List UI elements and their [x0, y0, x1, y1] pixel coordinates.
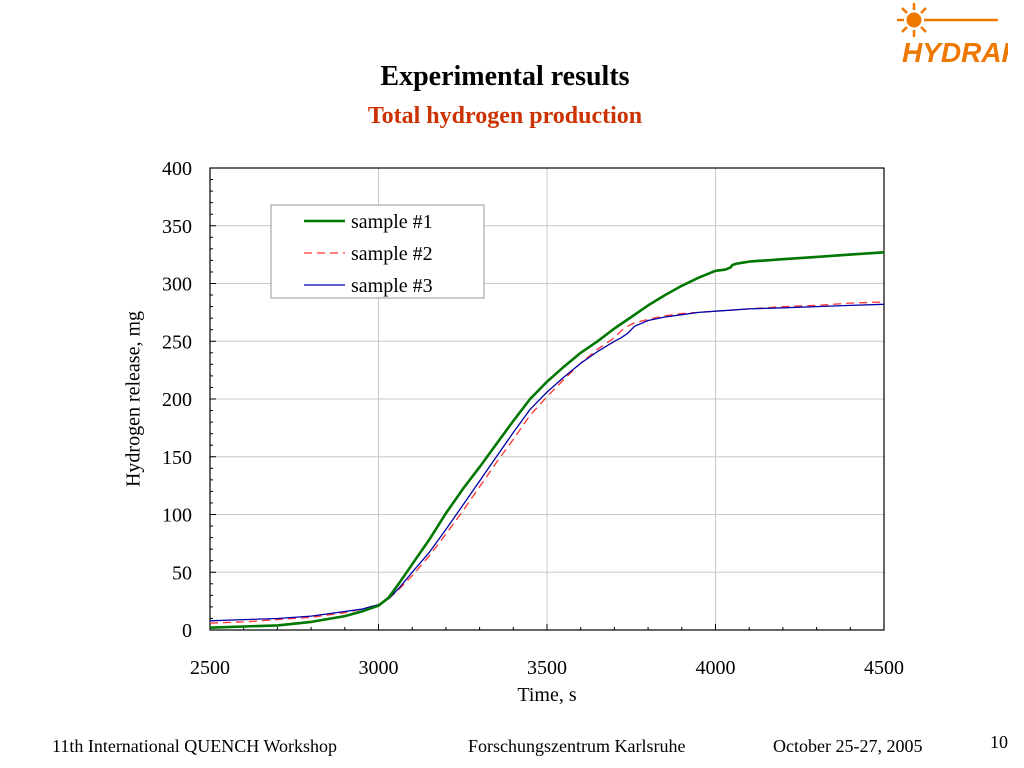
x-tick-label: 4500	[864, 657, 904, 679]
footer-workshop: 11th International QUENCH Workshop	[52, 736, 338, 756]
slide-subtitle: Total hydrogen production	[367, 103, 643, 129]
sun-icon	[906, 12, 922, 28]
series-line-3	[209, 303, 885, 622]
slide-title: Experimental results	[380, 61, 630, 92]
y-tick-label: 350	[162, 216, 192, 238]
series-layer	[209, 251, 885, 629]
footer-date: October 25-27, 2005	[773, 736, 923, 756]
legend-label: sample #3	[351, 275, 433, 297]
x-tick-label: 3500	[527, 657, 567, 679]
x-axis-label: Time, s	[517, 684, 577, 706]
legend: sample #1 sample #2 sample #3	[270, 204, 485, 299]
y-tick-label: 0	[182, 620, 192, 642]
y-tick-label: 200	[162, 389, 192, 411]
y-tick-label: 100	[162, 505, 192, 527]
y-tick-label: 150	[162, 447, 192, 469]
x-tick-label: 3000	[359, 657, 399, 679]
x-tick-label: 2500	[190, 657, 230, 679]
y-axis-label: Hydrogen release, mg	[123, 311, 145, 487]
axis-ticks: 0 50 100 150 200 250 300 350 400 2500 3000 3500 4000…	[162, 158, 904, 679]
footer-institution: Forschungszentrum Karlsruhe	[468, 736, 686, 756]
y-tick-label: 400	[162, 158, 192, 180]
logo-text: HYDRAP	[902, 37, 1008, 68]
hydrap-logo: HYDRAP	[897, 3, 1008, 68]
y-tick-label: 300	[162, 274, 192, 296]
y-tick-label: 250	[162, 331, 192, 353]
series-line-1	[209, 251, 885, 629]
y-tick-label: 50	[172, 562, 192, 584]
x-tick-label: 4000	[696, 657, 736, 679]
legend-label: sample #2	[351, 243, 433, 265]
page-number: 10	[990, 732, 1008, 752]
legend-label: sample #1	[351, 211, 433, 233]
